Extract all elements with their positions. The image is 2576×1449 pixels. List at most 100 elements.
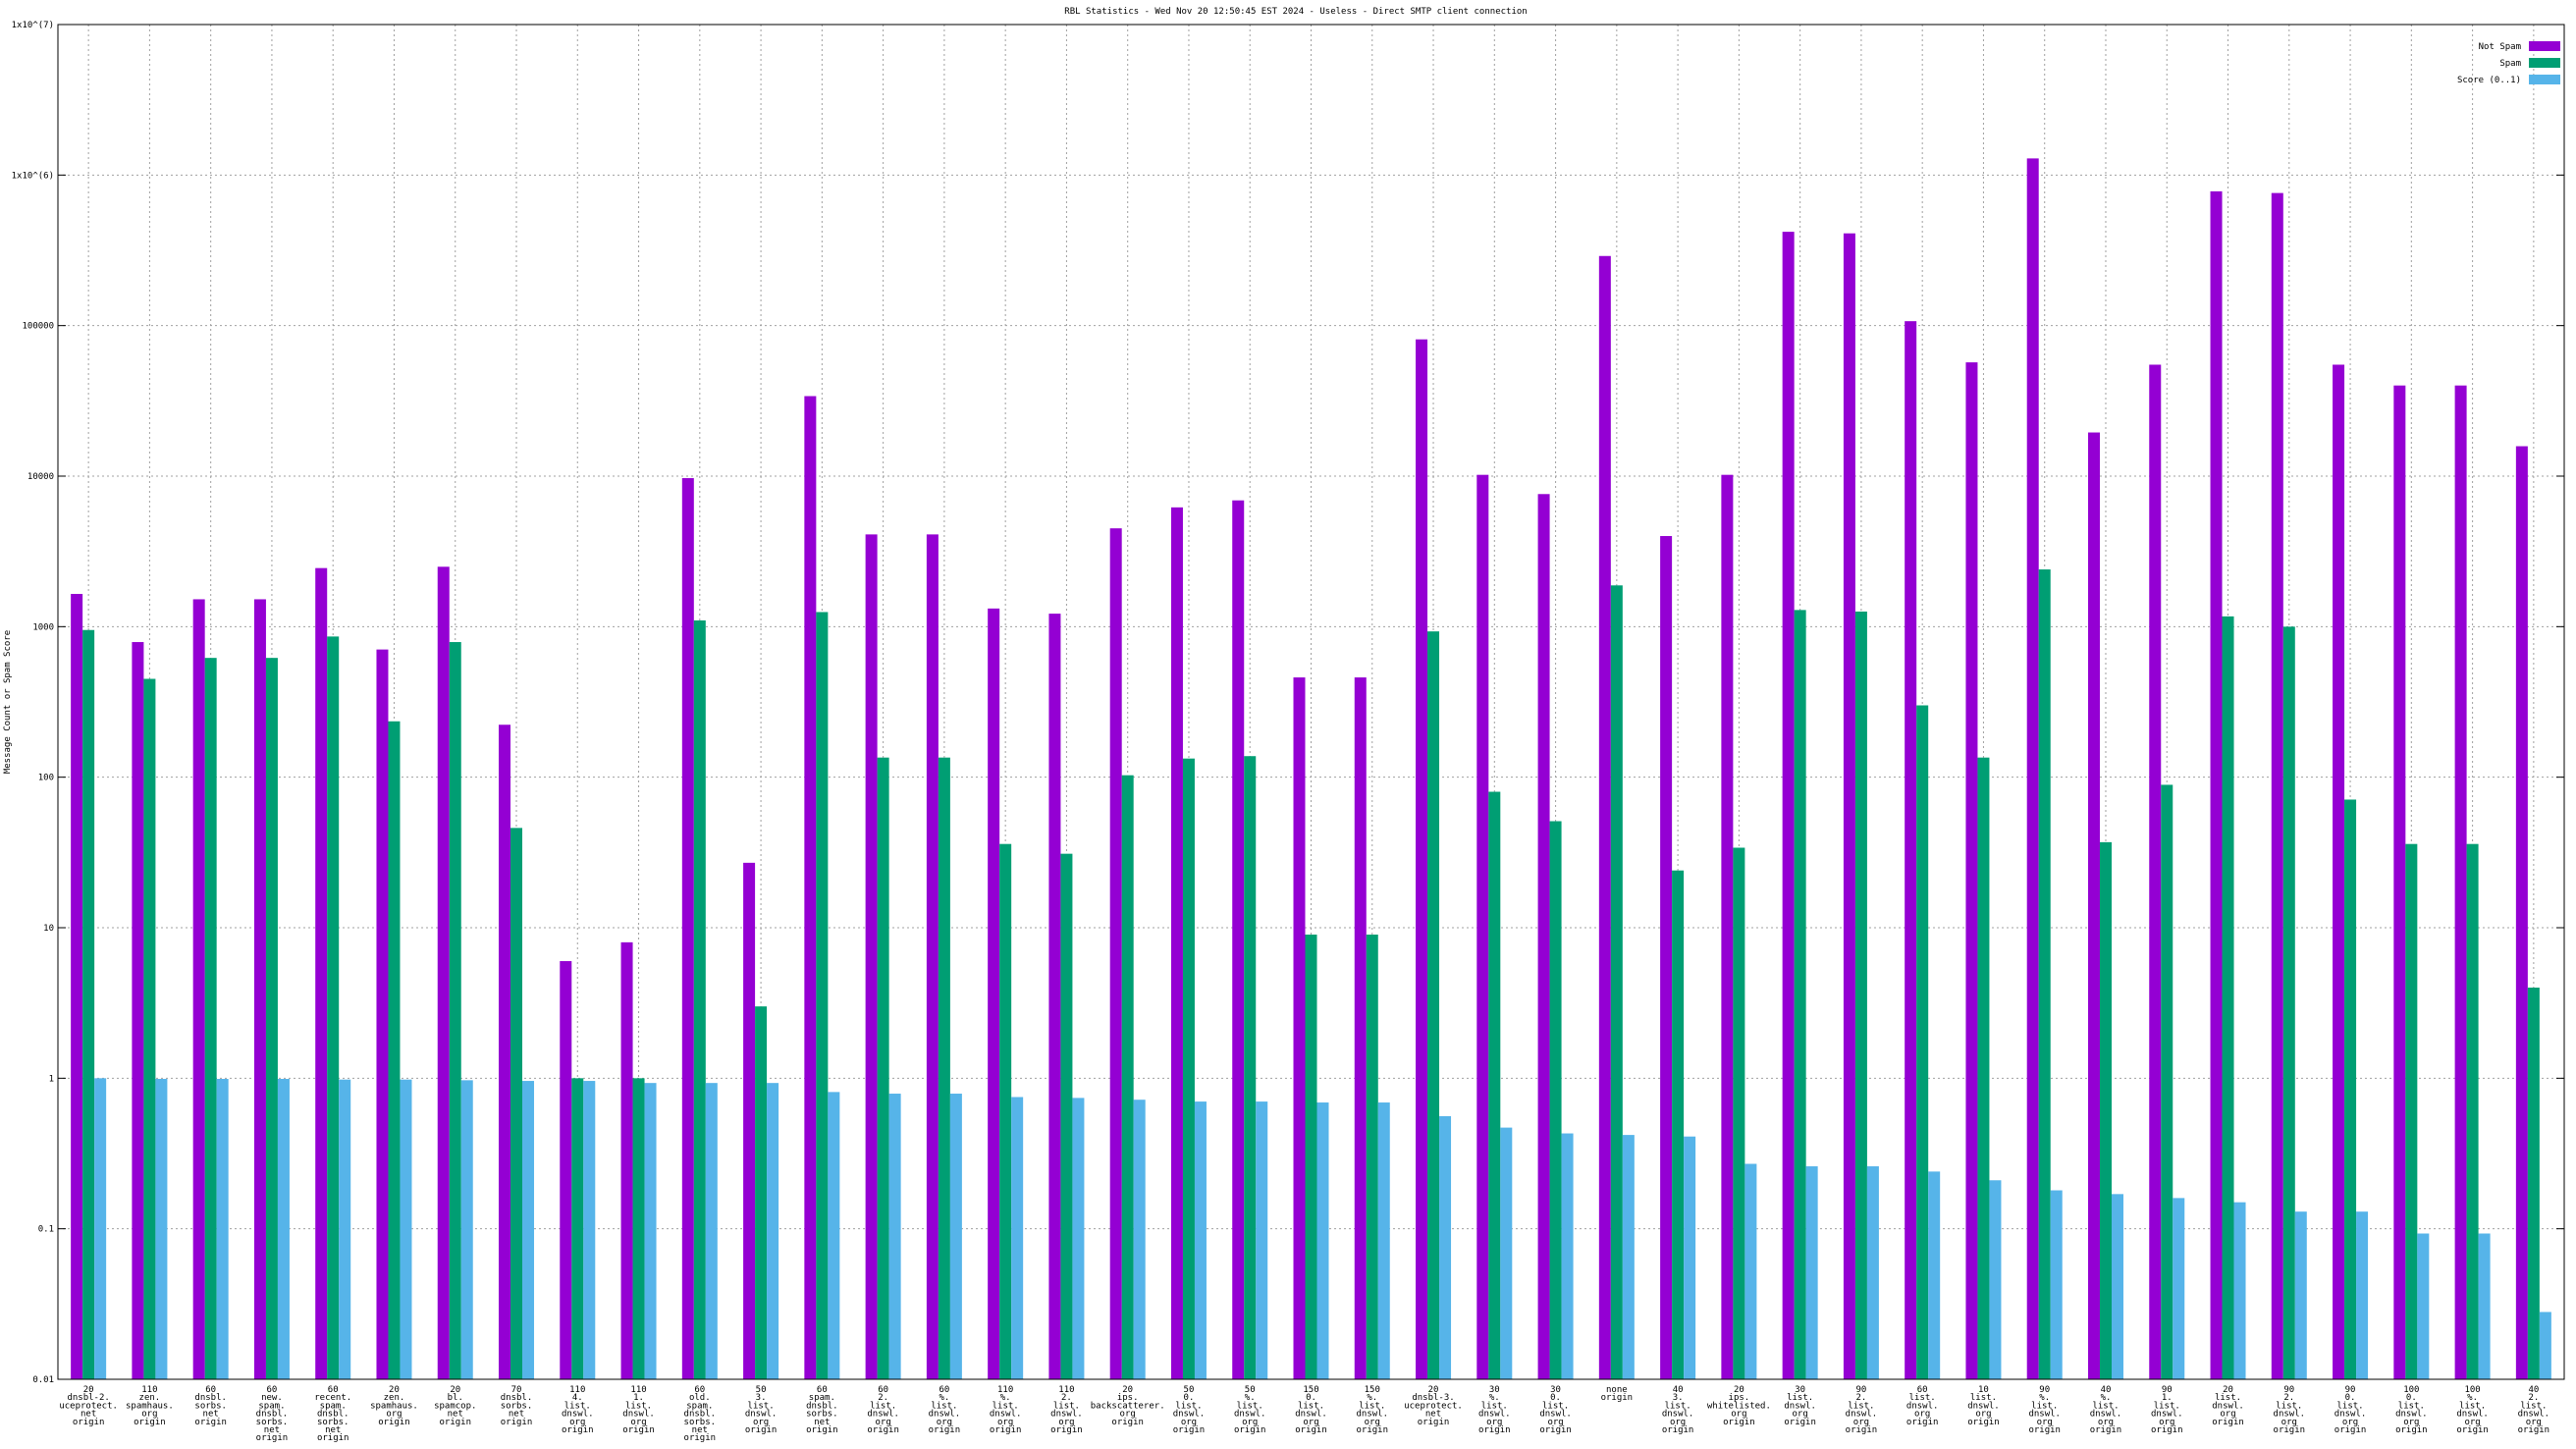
bar <box>2222 616 2234 1379</box>
bar <box>2038 569 2051 1379</box>
x-tick-label: 60 2. list. dnswl. org origin <box>867 1385 899 1435</box>
bar <box>2454 385 2467 1379</box>
x-tick-label: 20 ips. backscatterer. org origin <box>1091 1385 1165 1427</box>
legend-label: Spam <box>2499 59 2521 69</box>
bar <box>315 567 328 1379</box>
x-tick-label: 50%. list. dnswl. org origin <box>1234 1385 1266 1435</box>
bar <box>437 566 450 1379</box>
bar <box>510 828 523 1379</box>
bar <box>1011 1097 1024 1379</box>
bar <box>1439 1115 1452 1379</box>
bar <box>143 678 156 1379</box>
bar <box>1194 1101 1207 1379</box>
bar <box>693 619 706 1379</box>
y-tick-label: 1 <box>49 1074 54 1084</box>
x-tick-label: 10 list. dnswl. org origin <box>1967 1385 2000 1427</box>
bar <box>265 658 278 1379</box>
x-tick-label: 20 zen. spamhaus. org origin <box>370 1385 418 1427</box>
bar <box>2026 158 2039 1380</box>
bar <box>1965 362 1978 1380</box>
bar <box>877 757 889 1379</box>
x-tick-label: 30 list. dnswl. org origin <box>1784 1385 1816 1427</box>
bar <box>522 1081 535 1379</box>
bar <box>1316 1102 1329 1379</box>
bar <box>1660 536 1673 1379</box>
y-axis-label: Message Count or Spam Score <box>3 630 13 774</box>
x-tick-label: 100%. list. dnswl. org origin <box>2456 1385 2489 1435</box>
x-tick-label: 110 1. list. dnswl. org origin <box>622 1385 655 1435</box>
bar <box>1256 1101 1268 1379</box>
bar <box>327 636 340 1379</box>
bar <box>82 629 95 1379</box>
bar <box>2539 1312 2551 1379</box>
bar <box>1622 1135 1635 1379</box>
bar <box>1416 339 1428 1379</box>
bar <box>767 1083 779 1379</box>
bar <box>388 721 401 1379</box>
bar <box>376 649 389 1379</box>
bar <box>632 1078 645 1379</box>
bar <box>828 1092 840 1379</box>
bar <box>1561 1133 1574 1379</box>
bar <box>681 478 694 1379</box>
bar <box>705 1083 718 1379</box>
bar <box>1610 585 1623 1379</box>
bar <box>1232 500 1245 1379</box>
bar <box>1427 631 1440 1379</box>
bar <box>816 612 829 1379</box>
bar <box>938 757 950 1379</box>
legend-label: Score (0..1) <box>2457 76 2521 85</box>
bar <box>1866 1166 1879 1379</box>
bar <box>888 1094 901 1379</box>
bar <box>2099 841 2112 1379</box>
bar <box>620 941 633 1379</box>
bar <box>1476 474 1489 1380</box>
bar <box>253 599 266 1379</box>
bar <box>1182 758 1195 1379</box>
x-tick-label: 50 0. list. dnswl. org origin <box>1173 1385 1206 1435</box>
bar <box>1598 255 1611 1380</box>
x-tick-label: 20 ips. whitelisted. org origin <box>1707 1385 1771 1427</box>
bar <box>583 1081 596 1379</box>
bar <box>216 1079 229 1379</box>
bar <box>571 1078 584 1379</box>
x-tick-label: 100 0. list. dnswl. org origin <box>2395 1385 2428 1435</box>
bar <box>1672 870 1685 1379</box>
bar <box>1488 791 1501 1379</box>
bar <box>400 1079 412 1379</box>
bar <box>1794 610 1806 1379</box>
bar <box>1293 677 1306 1379</box>
bar <box>865 534 878 1379</box>
bar <box>1733 847 1745 1379</box>
x-tick-label: none origin <box>1601 1385 1634 1403</box>
x-tick-label: 40%. list. dnswl. org origin <box>2090 1385 2122 1435</box>
x-tick-label: 30%. list. dnswl. org origin <box>1478 1385 1511 1435</box>
bar <box>1500 1127 1513 1379</box>
bar <box>1721 474 1734 1380</box>
bar <box>1928 1171 1941 1379</box>
bar <box>449 642 461 1379</box>
y-tick-label: 10 <box>43 924 54 934</box>
bar <box>2210 190 2223 1380</box>
bar <box>804 396 817 1379</box>
chart-title: RBL Statistics - Wed Nov 20 12:50:45 EST… <box>1064 7 1527 17</box>
y-tick-label: 10000 <box>27 472 54 482</box>
bar <box>2344 799 2357 1379</box>
bar <box>2527 988 2540 1379</box>
bar <box>204 658 217 1379</box>
x-tick-label: 110 4. list. dnswl. org origin <box>562 1385 594 1435</box>
x-tick-label: 20 dnsbl-3. uceprotect. net origin <box>1404 1385 1463 1427</box>
x-tick-label: 60 list. dnswl. org origin <box>1906 1385 1939 1427</box>
bar <box>2087 432 2100 1379</box>
bar <box>94 1078 107 1379</box>
bar <box>499 724 511 1379</box>
bar <box>192 599 205 1379</box>
bar <box>71 593 83 1379</box>
bar <box>2417 1233 2430 1379</box>
bar <box>1549 821 1562 1379</box>
bar <box>1048 614 1061 1379</box>
bar <box>1366 935 1378 1379</box>
bar <box>1805 1166 1818 1379</box>
x-tick-label: 50 3. list. dnswl. org origin <box>745 1385 778 1435</box>
